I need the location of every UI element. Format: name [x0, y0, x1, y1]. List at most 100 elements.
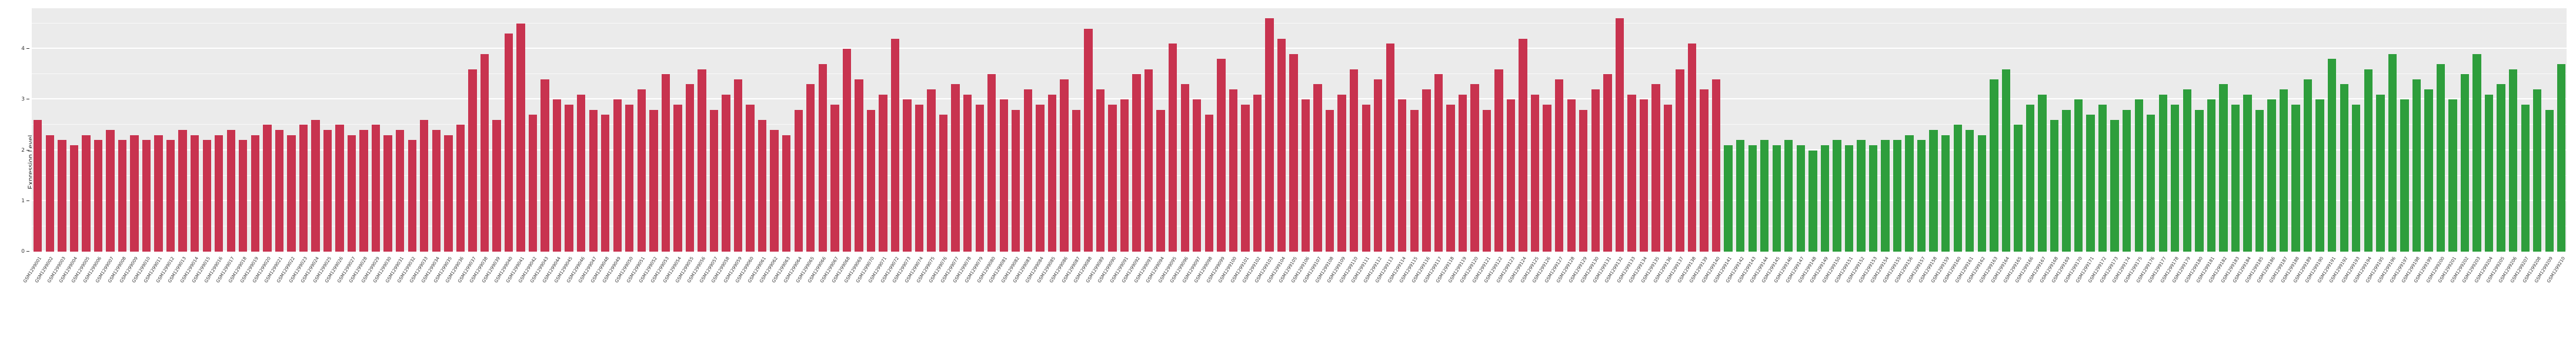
bar — [758, 119, 767, 252]
bar-column — [1300, 8, 1312, 252]
x-label-cell: GSM1299113 — [1374, 253, 1397, 341]
bar — [1591, 89, 1600, 252]
x-label-cell: GSM1299036 — [445, 253, 467, 341]
bar — [1204, 115, 1213, 252]
x-label-cell: GSM1299094 — [1145, 253, 1167, 341]
bar — [733, 79, 743, 252]
bar — [1941, 135, 1950, 252]
y-tick-label: 1 — [21, 198, 25, 204]
bar-column — [1010, 8, 1022, 252]
bar — [1676, 69, 1684, 252]
x-label-cell: GSM1299154 — [1870, 253, 1891, 341]
bar-column — [1638, 8, 1650, 252]
bar-column — [1843, 8, 1856, 252]
bar — [2050, 119, 2059, 252]
bar-column — [937, 8, 950, 252]
bar-column — [1746, 8, 1759, 252]
bar-column — [684, 8, 696, 252]
x-label-cell: GSM1299165 — [2003, 253, 2024, 341]
bar — [130, 135, 139, 252]
bar-column — [1674, 8, 1686, 252]
bar-column — [1444, 8, 1457, 252]
bar — [2328, 59, 2337, 252]
bar — [1386, 44, 1394, 252]
x-label-cell: GSM1299091 — [1109, 253, 1131, 341]
bar — [299, 125, 308, 252]
bar — [2243, 94, 2252, 252]
x-label-cell: GSM1299069 — [843, 253, 865, 341]
bar-column — [1215, 8, 1227, 252]
bar-column — [1046, 8, 1059, 252]
x-label-cell: GSM1299079 — [964, 253, 986, 341]
x-label-cell: GSM1299088 — [1073, 253, 1095, 341]
x-label-cell: GSM1299008 — [106, 253, 129, 341]
x-label-cell: GSM1299199 — [2413, 253, 2435, 341]
x-label-cell: GSM1299107 — [1302, 253, 1324, 341]
bar — [915, 104, 924, 252]
bar — [1615, 18, 1624, 252]
bar — [480, 54, 489, 252]
bar — [818, 63, 827, 252]
x-label-cell: GSM1299001 — [22, 253, 44, 341]
bar-column — [1082, 8, 1095, 252]
bar — [1144, 69, 1153, 252]
bar — [311, 119, 320, 252]
bar-column — [358, 8, 370, 252]
plot-area — [32, 8, 2567, 252]
gridline-major — [32, 98, 2567, 100]
gridline-minor — [32, 175, 2567, 176]
bar — [516, 23, 525, 252]
bar-column — [2000, 8, 2013, 252]
x-label-cell: GSM1299015 — [191, 253, 213, 341]
bar — [1398, 99, 1407, 252]
bar — [118, 140, 127, 252]
bar-column — [68, 8, 81, 252]
bar — [1966, 130, 1974, 252]
bar — [1301, 99, 1310, 252]
x-label-cell: GSM1299177 — [2147, 253, 2170, 341]
bar-column — [2193, 8, 2205, 252]
bar-column — [201, 8, 213, 252]
x-label-cell: GSM1299013 — [167, 253, 189, 341]
bar-column — [1614, 8, 1626, 252]
bar — [1808, 150, 1817, 252]
bar-column — [1590, 8, 1602, 252]
bar-column — [2495, 8, 2507, 252]
x-label-cell: GSM1299031 — [384, 253, 406, 341]
bar-column — [1650, 8, 1662, 252]
bar-column — [1070, 8, 1083, 252]
x-label-cell: GSM1299200 — [2425, 253, 2447, 341]
x-label-cell: GSM1299050 — [614, 253, 636, 341]
bar — [2291, 104, 2300, 252]
bar-column — [2217, 8, 2230, 252]
bar — [1844, 145, 1854, 252]
bar — [1422, 89, 1431, 252]
bar — [2147, 115, 2155, 252]
bar-column — [382, 8, 394, 252]
bar-column — [744, 8, 756, 252]
x-label-cell: GSM1299108 — [1314, 253, 1336, 341]
bar — [2472, 54, 2481, 252]
x-label-cell: GSM1299205 — [2485, 253, 2507, 341]
bar — [69, 145, 79, 252]
bar — [1977, 135, 1986, 252]
bar-column — [92, 8, 105, 252]
x-label-cell: GSM1299145 — [1761, 253, 1783, 341]
bar — [855, 79, 863, 252]
bars-container — [32, 8, 2567, 252]
x-label-cell: GSM1299045 — [553, 253, 575, 341]
y-axis: 0 1 2 3 4 — [0, 8, 32, 255]
bar-column — [660, 8, 672, 252]
bar — [2219, 84, 2228, 252]
x-label-cell: GSM1299132 — [1604, 253, 1626, 341]
x-label-cell: GSM1299125 — [1519, 253, 1541, 341]
bar — [589, 109, 598, 252]
bar — [1036, 104, 1045, 252]
bar — [1506, 99, 1516, 252]
bar-column — [2363, 8, 2375, 252]
bar-column — [44, 8, 56, 252]
bar — [2424, 89, 2433, 252]
x-label-cell: GSM1299042 — [517, 253, 539, 341]
x-label-cell: GSM1299102 — [1242, 253, 1264, 341]
bar-column — [333, 8, 346, 252]
